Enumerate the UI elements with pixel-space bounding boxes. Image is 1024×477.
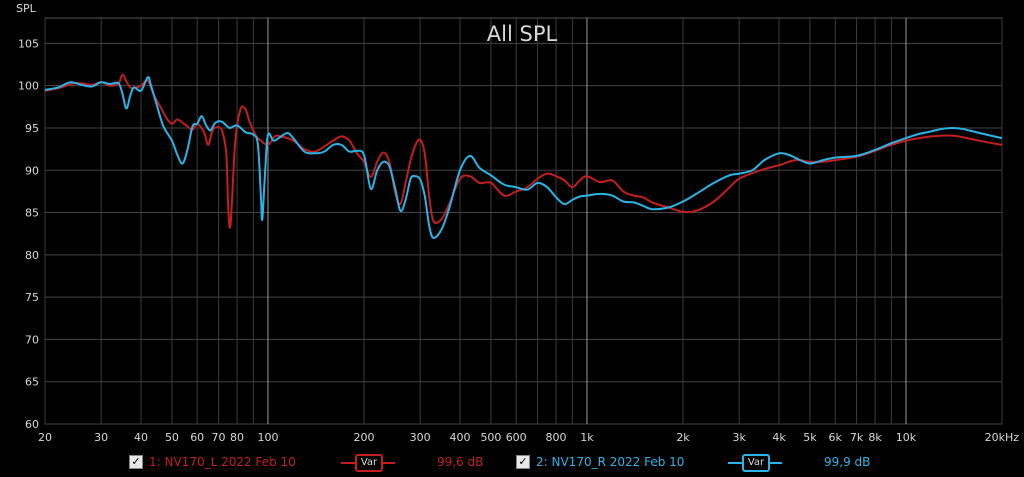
- chart-title: All SPL: [487, 22, 558, 46]
- legend-var-label-2: Var: [742, 454, 770, 472]
- x-tick-label-200: 200: [354, 431, 375, 444]
- legend-value-2: 99,9 dB: [824, 455, 871, 469]
- x-tick-label-20: 20: [38, 431, 52, 444]
- x-tick-label-60: 60: [190, 431, 204, 444]
- x-tick-label-80: 80: [230, 431, 244, 444]
- y-axis-ticks: 60 65 70 75 80 85 90 95 100 105: [18, 37, 39, 431]
- y-tick-label-85: 85: [25, 207, 39, 220]
- x-tick-label-3k: 3k: [732, 431, 746, 444]
- legend: ✓ 1: NV170_L 2022 Feb 10 Var 99,6 dB ✓ 2…: [0, 453, 1024, 473]
- legend-value-1: 99,6 dB: [437, 455, 484, 469]
- x-tick-label-6k: 6k: [829, 431, 843, 444]
- legend-var-button-2[interactable]: Var: [728, 454, 782, 472]
- x-tick-label-50: 50: [165, 431, 179, 444]
- x-axis-ticks: 20 30 40 50 60 70 80 100 200 300 400 500 600 800 1k 2k 3…: [38, 431, 1019, 444]
- y-axis-label: SPL: [16, 2, 37, 15]
- y-tick-label-70: 70: [25, 333, 39, 346]
- legend-var-button-1[interactable]: Var: [341, 454, 395, 472]
- x-tick-label-70: 70: [212, 431, 226, 444]
- grid-lines: [44, 18, 1003, 425]
- x-tick-label-10k: 10k: [896, 431, 917, 444]
- x-tick-label-1k: 1k: [580, 431, 594, 444]
- x-tick-label-7k: 7k: [850, 431, 864, 444]
- x-tick-label-800: 800: [546, 431, 567, 444]
- legend-series-name-2: 2: NV170_R 2022 Feb 10: [536, 455, 685, 469]
- x-tick-label-40: 40: [134, 431, 148, 444]
- y-tick-label-80: 80: [25, 249, 39, 262]
- y-tick-label-65: 65: [25, 376, 39, 389]
- x-tick-label-8k: 8k: [868, 431, 882, 444]
- series-line-2: [44, 76, 1003, 239]
- x-tick-label-100: 100: [257, 431, 278, 444]
- x-tick-label-400: 400: [450, 431, 471, 444]
- frequency-response-chart: 60 65 70 75 80 85 90 95 100 105 20 30 40 50 60 70 80 100…: [16, 2, 1019, 444]
- legend-series-name-1: 1: NV170_L 2022 Feb 10: [149, 455, 296, 469]
- x-tick-label-2k: 2k: [676, 431, 690, 444]
- x-tick-label-600: 600: [506, 431, 527, 444]
- x-tick-label-4k: 4k: [772, 431, 786, 444]
- legend-checkbox-2[interactable]: ✓: [516, 455, 530, 469]
- y-tick-label-75: 75: [25, 291, 39, 304]
- x-tick-label-500: 500: [480, 431, 501, 444]
- x-tick-label-20kHz: 20kHz: [985, 431, 1020, 444]
- plot-background: [44, 17, 1003, 425]
- y-tick-label-60: 60: [25, 418, 39, 431]
- legend-var-label-1: Var: [355, 454, 383, 472]
- y-tick-label-100: 100: [18, 80, 39, 93]
- y-tick-label-105: 105: [18, 37, 39, 50]
- y-tick-label-90: 90: [25, 164, 39, 177]
- x-tick-label-5k: 5k: [803, 431, 817, 444]
- x-tick-label-300: 300: [410, 431, 431, 444]
- y-tick-label-95: 95: [25, 122, 39, 135]
- legend-checkbox-1[interactable]: ✓: [129, 455, 143, 469]
- x-tick-label-30: 30: [94, 431, 108, 444]
- series-group: [44, 73, 1003, 239]
